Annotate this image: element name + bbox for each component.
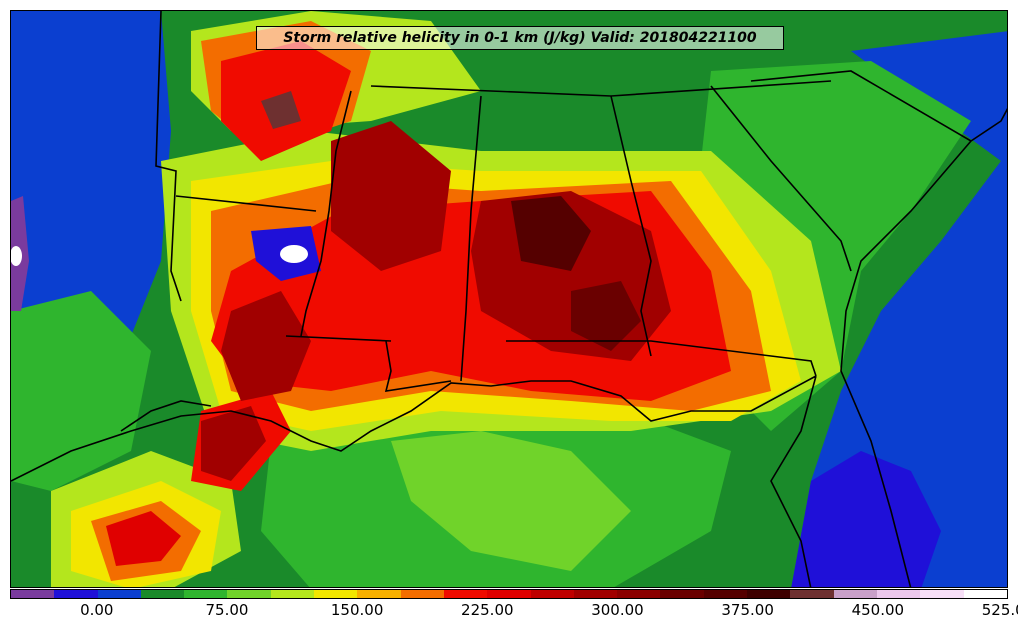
colorbar-cell bbox=[530, 590, 574, 598]
darkred-core-tx bbox=[201, 406, 266, 481]
coast-tx-south bbox=[120, 400, 212, 432]
border-la-north bbox=[285, 335, 392, 342]
colorbar-cell bbox=[573, 590, 618, 598]
colorbar-cell bbox=[270, 590, 315, 598]
darkest-core bbox=[511, 196, 591, 271]
colorbar-tick-label: 525.00 bbox=[981, 601, 1018, 619]
coast-gulf bbox=[11, 375, 817, 587]
border-sc-nc bbox=[750, 70, 972, 142]
florida-blue-region bbox=[791, 451, 941, 587]
colorbar-cell bbox=[790, 590, 834, 598]
purple-core bbox=[261, 91, 301, 129]
coast-atlantic bbox=[840, 108, 1007, 587]
colorbar-cell bbox=[876, 590, 921, 598]
border-ar-west bbox=[155, 11, 182, 302]
helicity-map bbox=[11, 11, 1007, 587]
colorbar-cell bbox=[660, 590, 704, 598]
borders bbox=[11, 11, 1007, 587]
map-panel: Storm relative helicity in 0-1 km (J/kg)… bbox=[10, 10, 1008, 588]
colorbar-cell bbox=[487, 590, 531, 598]
colorbar-tick-labels: 0.00 75.00 150.00 225.00 300.00 375.00 450.00 5… bbox=[10, 601, 1018, 623]
colorbar-tick-label: 225.00 bbox=[461, 601, 514, 619]
colorbar-cell bbox=[227, 590, 271, 598]
yellowgreen-gulf bbox=[391, 431, 631, 571]
colorbar-cell bbox=[357, 590, 401, 598]
colorbar-cell bbox=[314, 590, 358, 598]
colorbar-cell bbox=[443, 590, 488, 598]
border-al-ga bbox=[610, 95, 652, 357]
colorbar-cell bbox=[747, 590, 791, 598]
border-ga-sc bbox=[710, 85, 852, 272]
border-fl-north bbox=[506, 340, 817, 377]
border-ms-west bbox=[300, 90, 352, 337]
white-west-spot bbox=[11, 246, 22, 266]
colorbar-cell bbox=[400, 590, 444, 598]
colorbar-cell bbox=[963, 590, 1007, 598]
colorbar-tick-label: 300.00 bbox=[591, 601, 644, 619]
border-ms-al bbox=[460, 95, 482, 382]
map-title: Storm relative helicity in 0-1 km (J/kg)… bbox=[256, 26, 784, 50]
lightgreen-west bbox=[11, 291, 151, 491]
colorbar-tick-label: 375.00 bbox=[721, 601, 774, 619]
colorbar-cell bbox=[703, 590, 748, 598]
colorbar bbox=[10, 589, 1008, 599]
darkred-core-la bbox=[221, 291, 311, 401]
colorbar-cell bbox=[617, 590, 661, 598]
colorbar-cell bbox=[184, 590, 228, 598]
colorbar-tick-label: 150.00 bbox=[330, 601, 384, 619]
darkred-core-ms bbox=[331, 121, 451, 271]
colorbar-cell bbox=[11, 590, 55, 598]
colorbar-cell bbox=[140, 590, 185, 598]
colorbar-cell bbox=[920, 590, 964, 598]
red-sw2 bbox=[106, 511, 181, 566]
border-la-ms bbox=[384, 340, 452, 392]
colorbar-cell bbox=[54, 590, 98, 598]
colorbar-tick-label: 450.00 bbox=[851, 601, 905, 619]
colorbar-cell bbox=[97, 590, 141, 598]
border-ok-ar bbox=[175, 195, 317, 212]
darkest-core-2 bbox=[571, 281, 641, 351]
colorbar-tick-label: 0.00 bbox=[80, 601, 114, 619]
colorbar-tick-label: 75.00 bbox=[205, 601, 249, 619]
white-pocket bbox=[280, 245, 308, 263]
atlantic-blue-region bbox=[791, 31, 1007, 587]
colorbar-cell bbox=[833, 590, 877, 598]
